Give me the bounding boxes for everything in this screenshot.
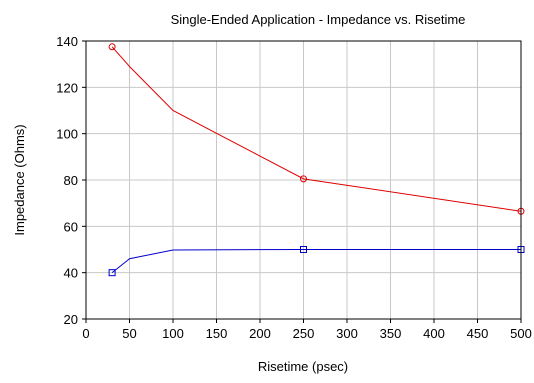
x-tick-label: 100	[162, 326, 184, 341]
chart-title: Single-Ended Application - Impedance vs.…	[171, 12, 466, 27]
y-tick-label: 100	[56, 127, 78, 142]
x-tick-label: 300	[336, 326, 358, 341]
series-2	[108, 246, 525, 277]
x-tick-label: 0	[82, 326, 89, 341]
y-tick-label: 80	[64, 173, 78, 188]
x-tick-label: 150	[206, 326, 228, 341]
y-tick-label: 60	[64, 219, 78, 234]
grid	[86, 41, 521, 319]
x-tick-label: 400	[423, 326, 445, 341]
x-tick-label: 250	[293, 326, 315, 341]
y-tick-label: 20	[64, 312, 78, 327]
x-tick-label: 450	[467, 326, 489, 341]
series-1	[108, 43, 525, 215]
data-point	[108, 269, 116, 277]
x-tick-label: 500	[510, 326, 532, 341]
series-layer	[108, 43, 525, 277]
y-tick-label: 140	[56, 34, 78, 49]
series-line	[111, 249, 521, 274]
data-point	[108, 43, 116, 51]
x-tick-label: 350	[380, 326, 402, 341]
axis-ticks: 0 50 100 150 200 250 300 350 400 450 500 20 40 60 80 10…	[56, 34, 532, 341]
x-tick-label: 50	[122, 326, 136, 341]
data-point	[300, 175, 307, 183]
y-axis-label: Impedance (Ohms)	[12, 124, 27, 235]
x-tick-label: 200	[249, 326, 271, 341]
data-point	[300, 246, 307, 253]
x-axis-label: Risetime (psec)	[258, 359, 348, 374]
y-tick-label: 40	[64, 266, 78, 281]
series-line	[111, 46, 522, 212]
y-tick-label: 120	[56, 80, 78, 95]
